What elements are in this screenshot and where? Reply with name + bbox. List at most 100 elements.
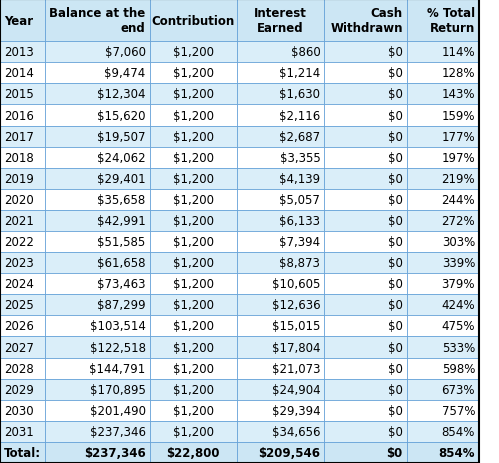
Text: $8,873: $8,873 — [279, 257, 320, 269]
Text: 2025: 2025 — [4, 299, 34, 312]
Text: $0: $0 — [388, 299, 403, 312]
Text: $29,394: $29,394 — [272, 404, 320, 417]
Text: $0: $0 — [388, 383, 403, 396]
Text: $24,062: $24,062 — [97, 151, 146, 164]
Text: $1,200: $1,200 — [173, 404, 214, 417]
Text: $0: $0 — [388, 130, 403, 143]
Bar — [45, 442, 150, 463]
Bar — [237, 358, 324, 379]
Text: $1,630: $1,630 — [279, 88, 320, 101]
Bar — [150, 147, 237, 169]
Bar — [407, 400, 479, 421]
Text: % Total
Return: % Total Return — [427, 7, 475, 35]
Text: 128%: 128% — [442, 67, 475, 80]
Bar — [237, 147, 324, 169]
Text: $6,133: $6,133 — [279, 214, 320, 227]
Text: 114%: 114% — [442, 46, 475, 59]
Bar — [237, 0, 324, 42]
Bar — [45, 400, 150, 421]
Bar — [324, 232, 407, 252]
Bar — [0, 105, 45, 126]
Bar — [0, 189, 45, 211]
Text: 2026: 2026 — [4, 320, 34, 333]
Bar — [407, 294, 479, 316]
Bar — [237, 232, 324, 252]
Text: Total:: Total: — [4, 446, 41, 459]
Text: Interest
Earned: Interest Earned — [254, 7, 307, 35]
Text: $51,585: $51,585 — [97, 236, 146, 249]
Text: 2023: 2023 — [4, 257, 34, 269]
Bar — [407, 147, 479, 169]
Text: Balance at the
end: Balance at the end — [49, 7, 146, 35]
Bar — [0, 63, 45, 84]
Bar — [150, 400, 237, 421]
Bar — [237, 400, 324, 421]
Text: $201,490: $201,490 — [90, 404, 146, 417]
Bar — [0, 442, 45, 463]
Bar — [407, 252, 479, 274]
Bar — [407, 442, 479, 463]
Text: $35,658: $35,658 — [97, 194, 146, 206]
Text: $1,200: $1,200 — [173, 214, 214, 227]
Text: $42,991: $42,991 — [97, 214, 146, 227]
Bar — [324, 358, 407, 379]
Bar — [150, 211, 237, 232]
Text: 2029: 2029 — [4, 383, 34, 396]
Bar — [237, 211, 324, 232]
Bar — [150, 379, 237, 400]
Text: $1,200: $1,200 — [173, 109, 214, 122]
Text: 854%: 854% — [439, 446, 475, 459]
Bar — [324, 189, 407, 211]
Text: 598%: 598% — [442, 362, 475, 375]
Text: $1,200: $1,200 — [173, 278, 214, 291]
Bar — [324, 147, 407, 169]
Bar — [237, 379, 324, 400]
Bar — [237, 252, 324, 274]
Bar — [407, 274, 479, 294]
Text: $103,514: $103,514 — [90, 320, 146, 333]
Bar — [0, 169, 45, 189]
Bar — [324, 42, 407, 63]
Bar — [407, 421, 479, 442]
Text: $34,656: $34,656 — [272, 425, 320, 438]
Bar — [150, 42, 237, 63]
Text: $19,507: $19,507 — [97, 130, 146, 143]
Text: $0: $0 — [388, 46, 403, 59]
Text: $1,200: $1,200 — [173, 425, 214, 438]
Text: $1,200: $1,200 — [173, 194, 214, 206]
Text: 2019: 2019 — [4, 172, 34, 185]
Bar — [150, 252, 237, 274]
Text: $144,791: $144,791 — [89, 362, 146, 375]
Text: 757%: 757% — [442, 404, 475, 417]
Bar — [45, 189, 150, 211]
Text: 2030: 2030 — [4, 404, 33, 417]
Bar — [150, 126, 237, 147]
Text: $1,200: $1,200 — [173, 67, 214, 80]
Text: 143%: 143% — [442, 88, 475, 101]
Text: $860: $860 — [290, 46, 320, 59]
Text: 177%: 177% — [442, 130, 475, 143]
Bar — [150, 274, 237, 294]
Bar — [45, 337, 150, 358]
Bar — [237, 169, 324, 189]
Text: 2016: 2016 — [4, 109, 34, 122]
Bar — [150, 358, 237, 379]
Bar — [407, 63, 479, 84]
Bar — [407, 379, 479, 400]
Text: $1,200: $1,200 — [173, 320, 214, 333]
Bar — [45, 379, 150, 400]
Bar — [407, 84, 479, 105]
Bar — [45, 42, 150, 63]
Bar — [150, 189, 237, 211]
Bar — [45, 126, 150, 147]
Text: $0: $0 — [386, 446, 403, 459]
Text: 2017: 2017 — [4, 130, 34, 143]
Text: $1,200: $1,200 — [173, 299, 214, 312]
Bar — [407, 0, 479, 42]
Text: $0: $0 — [388, 257, 403, 269]
Bar — [237, 63, 324, 84]
Text: $237,346: $237,346 — [84, 446, 146, 459]
Bar — [150, 337, 237, 358]
Text: 219%: 219% — [442, 172, 475, 185]
Text: $0: $0 — [388, 425, 403, 438]
